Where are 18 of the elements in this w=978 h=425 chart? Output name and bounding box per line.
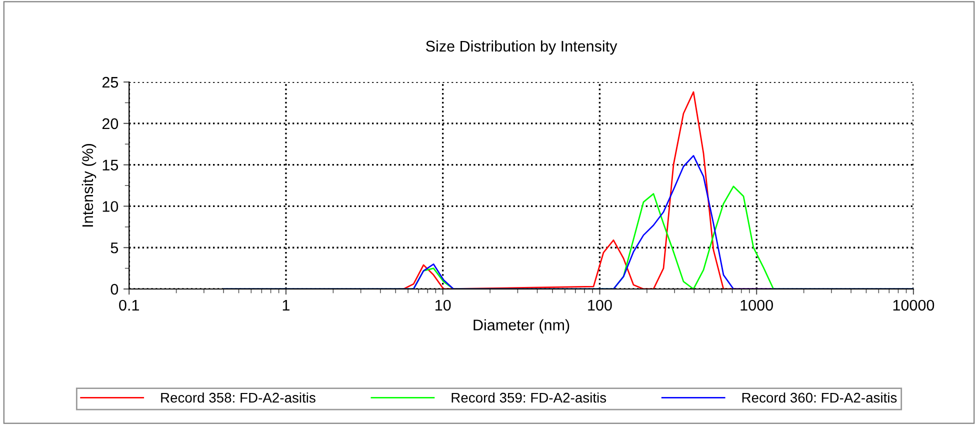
legend-label: Record 359: FD-A2-asitis [452,392,606,403]
x-tick-label: 1 [282,300,290,310]
y-tick-label: 10 [102,201,118,212]
x-tick-label: 100 [588,300,612,311]
y-tick-label: 25 [102,76,118,88]
legend-label: Record 358: FD-A2-asitis [161,392,316,403]
x-tick-label: 1000 [740,300,773,311]
y-tick-label: 20 [102,118,118,130]
x-axis-title: Diameter (nm) [474,319,570,334]
y-tick-label: 15 [102,160,118,170]
y-tick-label: 5 [110,242,118,254]
x-tick-label: 10 [436,300,451,311]
y-axis-title: Intensity (%) [82,144,96,227]
chart-title: Size Distribution by Intensity [426,40,618,55]
legend-label: Record 360: FD-A2-asitis [742,392,897,403]
y-tick-label: 0 [110,284,118,295]
x-tick-label: 0.1 [119,300,139,311]
x-tick-label: 10000 [893,300,934,311]
